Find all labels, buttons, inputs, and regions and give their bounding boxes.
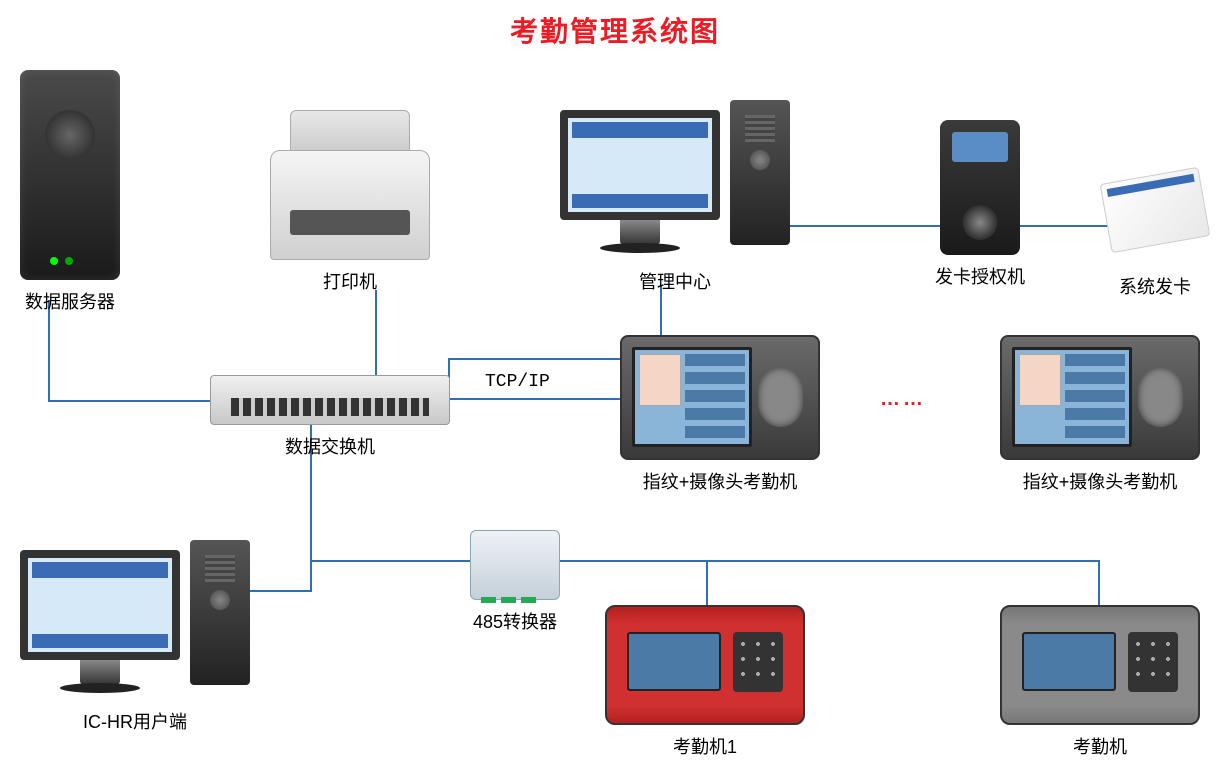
edge-switch-client-h <box>248 590 312 592</box>
node-fp2: 指纹+摄像头考勤机 <box>1000 335 1200 494</box>
edge-att2-v <box>1098 560 1100 607</box>
client-label: IC-HR用户端 <box>83 708 187 734</box>
attendance-fp-icon <box>1000 335 1200 460</box>
edge-switch-fp1 <box>450 398 622 400</box>
fp2-label: 指纹+摄像头考勤机 <box>1023 468 1178 494</box>
node-converter: 485转换器 <box>470 530 560 634</box>
fp1-label: 指纹+摄像头考勤机 <box>643 468 798 494</box>
protocol-label: TCP/IP <box>485 372 550 392</box>
edge-server-switch-h <box>48 400 213 402</box>
switch-icon <box>210 375 450 425</box>
edge-issuer-card <box>1015 225 1115 227</box>
card-icon <box>1100 167 1211 253</box>
node-att2: 考勤机 <box>1000 605 1200 759</box>
node-client: IC-HR用户端 <box>20 540 250 734</box>
att1-label: 考勤机1 <box>673 733 737 759</box>
mgmt-center-label: 管理中心 <box>639 268 711 294</box>
node-mgmt-center: 管理中心 <box>560 100 790 294</box>
node-att1: 考勤机1 <box>605 605 805 759</box>
pc-tower-icon <box>190 540 250 685</box>
monitor-icon <box>560 110 720 255</box>
edge-switch-conv-h <box>310 560 472 562</box>
attendance-fp-icon <box>620 335 820 460</box>
printer-label: 打印机 <box>323 268 377 294</box>
att2-label: 考勤机 <box>1073 733 1127 759</box>
node-fp1: 指纹+摄像头考勤机 <box>620 335 820 494</box>
edge-att1-att2-h <box>706 560 1100 562</box>
switch-label: 数据交换机 <box>285 433 375 459</box>
node-data-server: 数据服务器 <box>20 70 120 314</box>
node-switch: 数据交换机 <box>210 375 450 459</box>
monitor-icon <box>20 550 180 695</box>
edge-conv-att1-h1 <box>558 560 708 562</box>
edge-fp-ellipsis: …… <box>880 388 926 411</box>
diagram-title: 考勤管理系统图 <box>510 10 720 50</box>
node-card: 系统发卡 <box>1105 175 1205 299</box>
node-printer: 打印机 <box>260 100 440 294</box>
edge-conv-att1-v <box>706 560 708 607</box>
attendance-basic-icon <box>605 605 805 725</box>
card-reader-icon <box>940 120 1020 255</box>
pc-tower-icon <box>730 100 790 245</box>
printer-icon <box>260 100 440 260</box>
server-label: 数据服务器 <box>25 288 115 314</box>
card-label: 系统发卡 <box>1119 273 1191 299</box>
converter-icon <box>470 530 560 600</box>
edge-server-switch-v <box>48 300 50 400</box>
node-card-issuer: 发卡授权机 <box>935 120 1025 289</box>
attendance-basic-icon <box>1000 605 1200 725</box>
issuer-label: 发卡授权机 <box>935 263 1025 289</box>
edge-printer-switch <box>375 290 377 378</box>
server-icon <box>20 70 120 280</box>
converter-label: 485转换器 <box>473 608 557 634</box>
